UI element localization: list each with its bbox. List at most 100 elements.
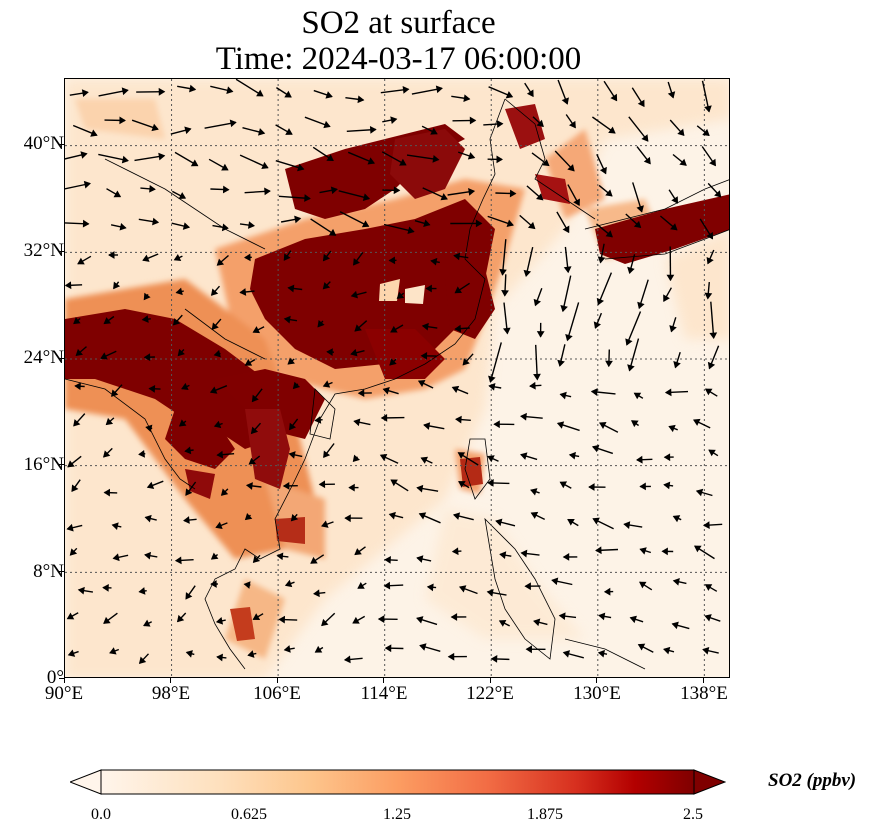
wind-arrow-head <box>671 196 679 204</box>
wind-arrow-head <box>283 315 291 324</box>
colorbar <box>70 769 726 795</box>
wind-arrow-head <box>639 547 647 555</box>
wind-arrow-head <box>210 288 219 296</box>
wind-arrow-head <box>605 360 613 368</box>
wind-arrow-head <box>469 116 477 125</box>
wind-arrow-head <box>326 154 334 162</box>
wind-arrow-head <box>284 90 292 98</box>
wind-arrow-head <box>210 580 217 588</box>
colorbar-gradient <box>101 770 694 794</box>
wind-arrow-head <box>348 483 355 492</box>
wind-arrow-head <box>669 325 677 333</box>
lat-tick-label: 8°N <box>33 561 64 582</box>
wind-arrow-head <box>568 451 576 460</box>
wind-arrow-head <box>145 424 153 433</box>
wind-arrow-head <box>598 612 606 621</box>
wind-arrow-head <box>103 488 111 497</box>
wind-arrow-head <box>567 519 575 526</box>
wind-arrow-head <box>417 380 426 388</box>
wind-arrow-head <box>379 454 388 462</box>
wind-arrow-head <box>693 545 702 553</box>
wind-arrow-head <box>520 549 528 558</box>
wind-arrow-head <box>557 359 565 367</box>
wind-arrow-head <box>121 87 129 96</box>
wind-arrow-head <box>71 484 79 492</box>
wind-arrow-head <box>595 546 602 555</box>
wind-arrow-head <box>467 152 476 160</box>
wind-arrow-head <box>423 219 431 228</box>
wind-arrow-head <box>323 120 331 129</box>
wind-arrow-head <box>73 419 81 427</box>
wind-arrow-head <box>247 650 255 658</box>
wind-arrow-head <box>638 581 647 589</box>
wind-arrow-head <box>244 513 253 521</box>
wind-arrow-head <box>178 192 187 199</box>
wind-arrow-head <box>74 382 81 391</box>
wind-arrow-head <box>141 315 149 323</box>
wind-arrow-head <box>592 517 600 525</box>
lat-tick <box>59 570 64 572</box>
wind-arrow-shaft <box>597 272 613 305</box>
wind-arrow-head <box>567 164 575 172</box>
wind-arrow-head <box>454 286 462 294</box>
coastlines <box>65 98 729 670</box>
wind-arrow-head <box>709 332 718 340</box>
lon-tick <box>702 678 704 683</box>
wind-arrow-head <box>418 512 427 520</box>
wind-arrow-head <box>432 155 440 163</box>
wind-arrow-head <box>119 116 126 125</box>
wind-arrow-head <box>568 120 576 129</box>
colorbar-tick-label: 2.5 <box>683 806 703 823</box>
wind-arrow-head <box>562 553 570 561</box>
wind-arrow-head <box>454 324 462 333</box>
wind-arrow-head <box>667 91 676 99</box>
wind-arrow-head <box>430 127 438 135</box>
wind-arrow-head <box>524 582 531 591</box>
wind-arrow-head <box>559 481 568 489</box>
wind-arrow-head <box>486 588 494 597</box>
wind-arrow-head <box>182 222 191 230</box>
wind-arrow-head <box>389 358 397 366</box>
wind-arrow-head <box>520 452 528 460</box>
wind-arrow-head <box>499 551 507 560</box>
wind-arrow-head <box>457 452 466 459</box>
lon-tick-label: 106°E <box>253 683 301 704</box>
wind-arrow-head <box>66 523 74 532</box>
wind-arrow-head <box>597 256 606 264</box>
lat-tick-label: 16°N <box>23 454 64 475</box>
wind-arrow-head <box>708 449 716 457</box>
wind-arrow-head <box>310 556 318 564</box>
wind-arrow-head <box>458 481 466 488</box>
wind-arrow-head <box>252 326 261 334</box>
wind-arrow-head <box>252 613 261 621</box>
wind-arrow-head <box>185 650 193 658</box>
wind-arrow-head <box>536 119 544 128</box>
wind-arrow-head <box>284 579 293 588</box>
wind-arrow-shaft <box>710 301 715 339</box>
wind-arrow-head <box>152 217 160 226</box>
wind-arrow-head <box>143 292 151 301</box>
wind-arrow-head <box>608 126 616 134</box>
wind-arrow-head <box>144 514 152 523</box>
wind-arrow-head <box>560 305 568 313</box>
wind-arrow-head <box>69 548 78 556</box>
wind-arrow-head <box>276 552 284 561</box>
wind-arrow-head <box>175 287 183 296</box>
wind-arrow-head <box>390 325 398 333</box>
wind-arrow-shaft <box>566 302 580 341</box>
wind-arrow-head <box>383 581 391 590</box>
wind-arrow-head <box>704 388 713 396</box>
wind-arrow-head <box>317 319 325 328</box>
wind-arrow-head <box>704 614 712 622</box>
wind-arrow-head <box>533 373 541 381</box>
wind-arrow-head <box>593 321 601 329</box>
wind-arrow-head <box>505 91 514 99</box>
wind-arrow-head <box>290 514 299 522</box>
wind-arrow-head <box>216 258 225 266</box>
wind-arrow-head <box>562 225 570 234</box>
lat-tick-label: 32°N <box>23 240 64 261</box>
wind-arrow-head <box>103 450 111 458</box>
wind-arrow-head <box>174 556 182 565</box>
wind-arrow-head <box>605 230 613 238</box>
wind-arrow-head <box>496 155 503 164</box>
